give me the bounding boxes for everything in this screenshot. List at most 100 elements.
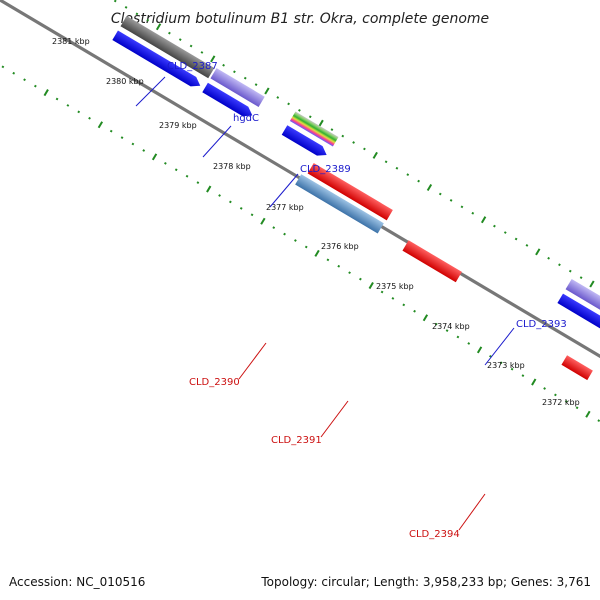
gene-arrow-blue: [112, 30, 201, 87]
major-tick: [210, 55, 216, 63]
minor-tick: [503, 231, 507, 234]
kbp-label: 2373 kbp: [487, 361, 525, 370]
minor-tick: [330, 128, 334, 132]
kbp-label: 2376 kbp: [321, 242, 359, 251]
gene-arrow-blue: [202, 82, 253, 117]
minor-tick: [196, 181, 200, 184]
minor-tick: [564, 399, 568, 403]
gene-gray: [120, 15, 215, 79]
major-tick: [476, 346, 483, 354]
gene-label-CLD_2393: CLD_2393: [516, 319, 567, 330]
minor-tick: [254, 83, 258, 86]
kbp-label: 2380 kbp: [106, 77, 144, 86]
callout-line: [135, 76, 166, 107]
minor-tick: [146, 18, 150, 22]
major-tick: [426, 184, 433, 192]
gene-label-CLD_2390: CLD_2390: [189, 377, 240, 388]
minor-tick: [178, 38, 182, 41]
minor-tick: [250, 213, 254, 217]
minor-tick: [135, 12, 139, 16]
gene-label-CLD_2387: CLD_2387: [167, 61, 218, 72]
minor-tick: [554, 393, 557, 397]
minor-tick: [558, 263, 561, 267]
gene-CLD_2394: [561, 355, 593, 381]
minor-tick: [308, 115, 312, 119]
minor-tick: [287, 102, 290, 106]
minor-tick: [55, 97, 59, 101]
minor-tick: [233, 70, 236, 74]
minor-tick: [229, 200, 232, 204]
minor-tick: [168, 31, 171, 35]
minor-tick: [276, 96, 280, 99]
minor-tick: [449, 199, 453, 202]
major-tick: [155, 23, 162, 31]
minor-tick: [402, 303, 406, 307]
minor-tick: [200, 51, 204, 54]
minor-tick: [164, 161, 167, 165]
minor-tick: [467, 342, 471, 345]
minor-tick: [298, 108, 301, 112]
major-tick: [43, 89, 49, 97]
minor-tick: [579, 276, 583, 279]
major-tick: [368, 282, 374, 290]
minor-tick: [124, 6, 128, 9]
major-tick: [531, 378, 537, 386]
kbp-label: 2377 kbp: [266, 203, 304, 212]
minor-tick: [77, 110, 81, 114]
callout-line: [238, 342, 267, 380]
minor-tick: [185, 174, 189, 178]
minor-tick: [395, 166, 399, 170]
callout-line: [202, 125, 232, 158]
minor-tick: [189, 44, 193, 48]
minor-tick: [363, 147, 366, 151]
gene-red: [307, 163, 393, 221]
minor-tick: [417, 179, 420, 183]
minor-tick: [113, 0, 117, 3]
minor-tick: [88, 116, 91, 120]
major-tick: [585, 410, 591, 418]
outer-scale-ticks: [113, 0, 595, 288]
minor-tick: [510, 367, 514, 371]
minor-tick: [142, 149, 146, 152]
major-tick: [260, 217, 266, 225]
minor-tick: [380, 290, 384, 294]
minor-tick: [174, 168, 178, 172]
minor-tick: [131, 142, 135, 146]
kbp-label: 2375 kbp: [376, 282, 414, 291]
minor-tick: [109, 129, 113, 133]
minor-tick: [34, 84, 37, 88]
minor-tick: [283, 232, 286, 236]
gene-label-CLD_2389: CLD_2389: [300, 164, 351, 175]
gene-arrow-blue: [281, 125, 327, 156]
major-tick: [318, 119, 324, 127]
gene-hgdC: [210, 68, 265, 108]
minor-tick: [341, 134, 345, 138]
gene-CLD_2389: [289, 111, 339, 147]
minor-tick: [222, 63, 225, 67]
gene-steelblue: [295, 174, 384, 234]
minor-tick: [499, 361, 503, 365]
minor-tick: [239, 206, 243, 210]
minor-tick: [352, 141, 355, 144]
minor-tick: [384, 160, 388, 164]
minor-tick: [294, 239, 297, 242]
gene-label-CLD_2391: CLD_2391: [271, 435, 322, 446]
minor-tick: [66, 104, 70, 107]
minor-tick: [23, 78, 26, 82]
minor-tick: [359, 277, 362, 281]
minor-tick: [460, 205, 464, 209]
linear-track: [0, 0, 600, 423]
kbp-label: 2378 kbp: [213, 162, 251, 171]
major-tick: [151, 153, 158, 161]
major-tick: [314, 249, 320, 257]
minor-tick: [456, 335, 460, 339]
major-tick: [206, 185, 212, 193]
inner-scale-ticks: [1, 65, 600, 423]
major-tick: [422, 314, 429, 322]
kbp-label: 2379 kbp: [159, 121, 197, 130]
map-title: Clostridium botulinum B1 str. Okra, comp…: [111, 11, 489, 27]
minor-tick: [120, 136, 124, 139]
minor-tick: [597, 419, 600, 423]
minor-tick: [575, 406, 579, 410]
scale-labels: 2381 kbp 2380 kbp 2379 kbp 2378 kbp 2377…: [52, 37, 580, 407]
